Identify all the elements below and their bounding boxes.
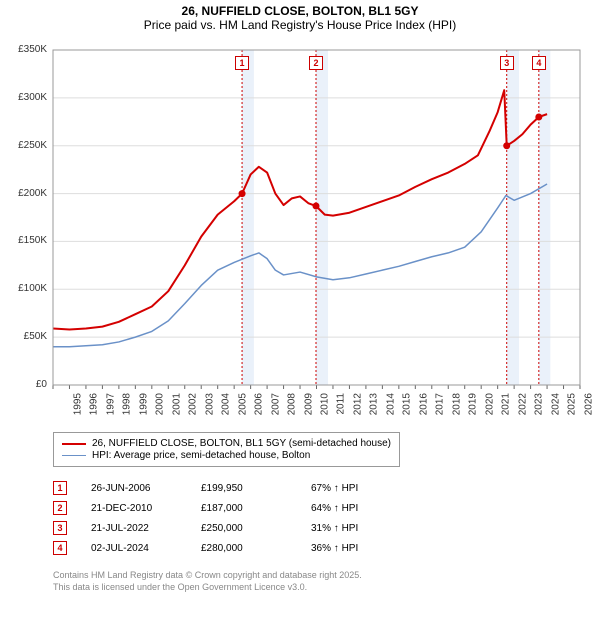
sale-price: £187,000: [201, 503, 311, 514]
footer-text: Contains HM Land Registry data © Crown c…: [53, 570, 362, 593]
x-tick-label: 2008: [286, 393, 297, 415]
x-tick-label: 2011: [335, 393, 346, 415]
x-tick-label: 2026: [583, 393, 594, 415]
sale-date: 21-JUL-2022: [91, 523, 201, 534]
x-tick-label: 2005: [237, 393, 248, 415]
x-tick-label: 2021: [500, 393, 511, 415]
x-tick-label: 2023: [533, 393, 544, 415]
sale-marker: 2: [309, 56, 323, 70]
x-tick-label: 2024: [550, 393, 561, 415]
legend-item: HPI: Average price, semi-detached house,…: [62, 450, 391, 461]
sale-number-box: 4: [53, 541, 67, 555]
x-tick-label: 2007: [270, 393, 281, 415]
footer-line1: Contains HM Land Registry data © Crown c…: [53, 570, 362, 582]
x-tick-label: 2013: [369, 393, 380, 415]
legend-item: 26, NUFFIELD CLOSE, BOLTON, BL1 5GY (sem…: [62, 438, 391, 449]
x-tick-label: 2015: [402, 393, 413, 415]
x-tick-label: 2014: [385, 393, 396, 415]
x-tick-label: 2025: [566, 393, 577, 415]
y-tick-label: £250K: [0, 140, 47, 151]
sale-number-box: 1: [53, 481, 67, 495]
x-tick-label: 1996: [89, 393, 100, 415]
y-tick-label: £100K: [0, 283, 47, 294]
legend-label: HPI: Average price, semi-detached house,…: [92, 450, 310, 461]
footer-line2: This data is licensed under the Open Gov…: [53, 582, 362, 594]
y-tick-label: £350K: [0, 44, 47, 55]
x-tick-label: 2001: [171, 393, 182, 415]
x-tick-label: 2009: [303, 393, 314, 415]
x-tick-label: 2004: [220, 393, 231, 415]
x-tick-label: 2020: [484, 393, 495, 415]
y-tick-label: £300K: [0, 92, 47, 103]
x-tick-label: 2022: [517, 393, 528, 415]
sale-marker: 1: [235, 56, 249, 70]
sale-vs-hpi: 64% ↑ HPI: [311, 503, 431, 514]
table-row: 1 26-JUN-2006£199,95067% ↑ HPI: [53, 478, 431, 498]
sale-price: £250,000: [201, 523, 311, 534]
sale-vs-hpi: 67% ↑ HPI: [311, 483, 431, 494]
legend-swatch: [62, 455, 86, 456]
x-tick-label: 2012: [352, 393, 363, 415]
x-tick-label: 2000: [155, 393, 166, 415]
y-tick-label: £50K: [0, 331, 47, 342]
sale-price: £280,000: [201, 543, 311, 554]
x-tick-label: 2017: [435, 393, 446, 415]
legend-swatch: [62, 443, 86, 445]
x-tick-label: 1998: [122, 393, 133, 415]
sale-date: 02-JUL-2024: [91, 543, 201, 554]
x-tick-label: 2018: [451, 393, 462, 415]
x-tick-label: 2006: [253, 393, 264, 415]
sale-price: £199,950: [201, 483, 311, 494]
table-row: 3 21-JUL-2022£250,00031% ↑ HPI: [53, 518, 431, 538]
x-tick-label: 2010: [319, 393, 330, 415]
sales-table: 1 26-JUN-2006£199,95067% ↑ HPI 2 21-DEC-201…: [53, 478, 431, 558]
sale-vs-hpi: 36% ↑ HPI: [311, 543, 431, 554]
x-tick-label: 2019: [468, 393, 479, 415]
legend-label: 26, NUFFIELD CLOSE, BOLTON, BL1 5GY (sem…: [92, 438, 391, 449]
x-tick-label: 1995: [72, 393, 83, 415]
sale-number-box: 3: [53, 521, 67, 535]
sale-number-box: 2: [53, 501, 67, 515]
y-tick-label: £0: [0, 379, 47, 390]
x-tick-label: 2002: [188, 393, 199, 415]
x-tick-label: 2003: [204, 393, 215, 415]
legend: 26, NUFFIELD CLOSE, BOLTON, BL1 5GY (sem…: [53, 432, 400, 467]
x-tick-label: 2016: [418, 393, 429, 415]
sale-date: 21-DEC-2010: [91, 503, 201, 514]
sale-marker: 3: [500, 56, 514, 70]
table-row: 2 21-DEC-2010£187,00064% ↑ HPI: [53, 498, 431, 518]
x-tick-label: 1999: [138, 393, 149, 415]
y-tick-label: £150K: [0, 235, 47, 246]
sale-date: 26-JUN-2006: [91, 483, 201, 494]
y-tick-label: £200K: [0, 188, 47, 199]
sale-marker: 4: [532, 56, 546, 70]
table-row: 4 02-JUL-2024£280,00036% ↑ HPI: [53, 538, 431, 558]
sale-vs-hpi: 31% ↑ HPI: [311, 523, 431, 534]
chart-container: 26, NUFFIELD CLOSE, BOLTON, BL1 5GY Pric…: [0, 0, 600, 620]
x-tick-label: 1997: [105, 393, 116, 415]
